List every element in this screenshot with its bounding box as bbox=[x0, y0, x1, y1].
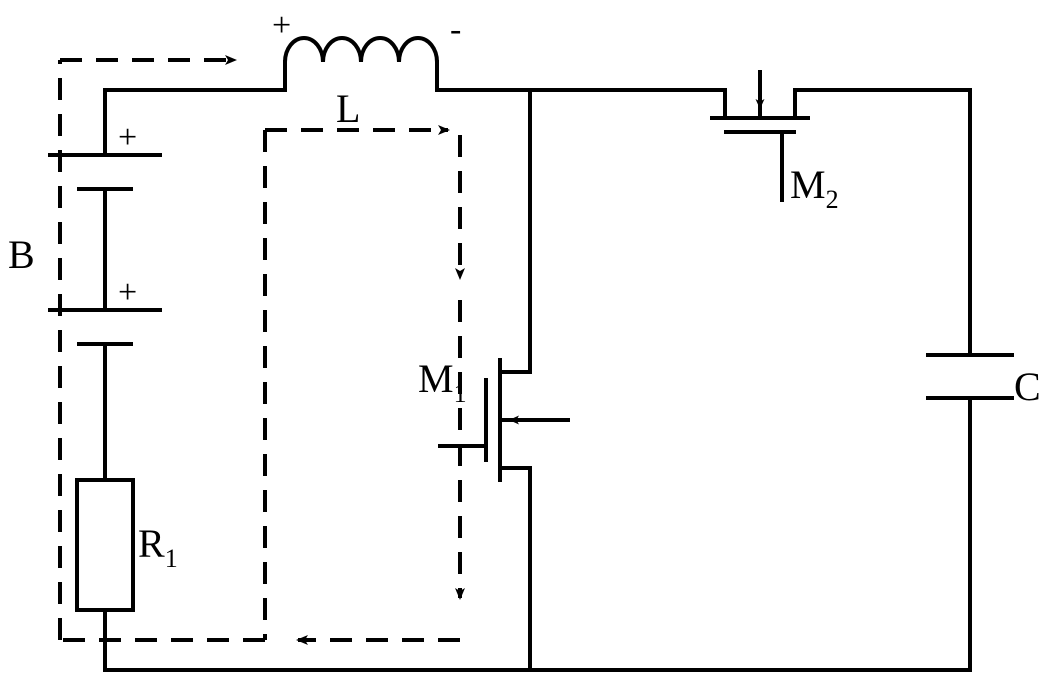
label-inductor: L bbox=[336, 86, 360, 131]
wiring bbox=[50, 38, 1012, 670]
inductor-plus: + bbox=[272, 7, 291, 44]
label-resistor: R1 bbox=[138, 521, 178, 573]
mosfet-m2 bbox=[700, 70, 970, 200]
label-m1: M1 bbox=[418, 356, 467, 408]
label-battery: B bbox=[8, 232, 35, 277]
circuit-diagram: + + + - B R1 L M1 M2 C bbox=[0, 0, 1055, 700]
label-capacitor: C bbox=[1014, 364, 1041, 409]
inductor-minus: - bbox=[450, 11, 461, 48]
battery-plus-2: + bbox=[118, 274, 137, 311]
battery-plus-1: + bbox=[118, 119, 137, 156]
label-m2: M2 bbox=[790, 162, 839, 214]
